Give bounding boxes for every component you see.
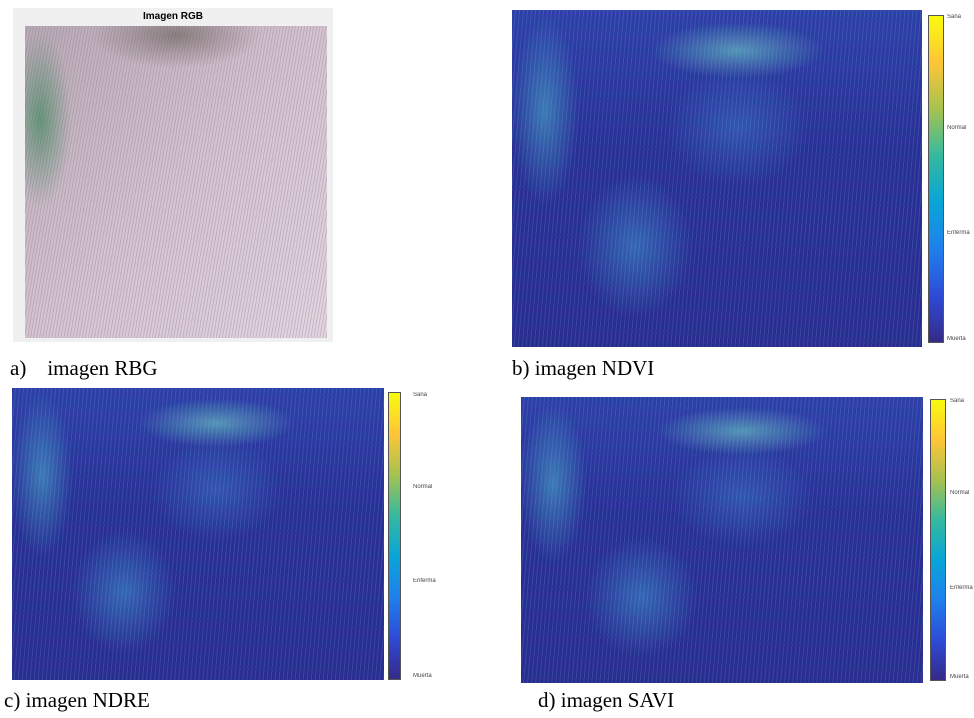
rgb-figure: Imagen RGB (13, 8, 333, 342)
ndre-image (12, 388, 384, 680)
caption: a) imagen RBG (10, 356, 158, 381)
caption-text: imagen SAVI (561, 688, 674, 712)
caption: d) imagen SAVI (538, 688, 674, 713)
colorbar-label: Enferma (413, 578, 443, 584)
ndvi-image (512, 10, 922, 347)
caption-text: imagen NDRE (26, 688, 150, 712)
caption-letter: b) (512, 356, 530, 380)
rgb-image (25, 26, 327, 338)
colorbar (388, 392, 401, 680)
caption-letter: c) (4, 688, 20, 712)
colorbar-label: Sana (950, 398, 974, 404)
colorbar-label: Normal (947, 125, 974, 131)
caption: b) imagen NDVI (512, 356, 654, 381)
colorbar-label: Sana (947, 14, 974, 20)
caption-letter: d) (538, 688, 556, 712)
colorbar-label: Normal (413, 484, 443, 490)
caption: c) imagen NDRE (4, 688, 150, 713)
page: {"panels": [ {"title": "Imagen RGB", "le… (0, 0, 974, 718)
colorbar-label: Enferma (950, 585, 974, 591)
colorbar (930, 399, 946, 681)
caption-letter: a) (10, 356, 26, 380)
savi-image (521, 397, 923, 683)
colorbar-label: Muerta (950, 674, 974, 680)
caption-text: imagen RBG (47, 356, 157, 380)
colorbar-label: Sana (413, 392, 443, 398)
colorbar-label: Muerta (947, 336, 974, 342)
caption-text: imagen NDVI (535, 356, 655, 380)
figure-title: Imagen RGB (13, 11, 333, 22)
colorbar-label: Muerta (413, 673, 443, 679)
colorbar (928, 15, 944, 343)
colorbar-label: Enferma (947, 230, 974, 236)
colorbar-label: Normal (950, 490, 974, 496)
